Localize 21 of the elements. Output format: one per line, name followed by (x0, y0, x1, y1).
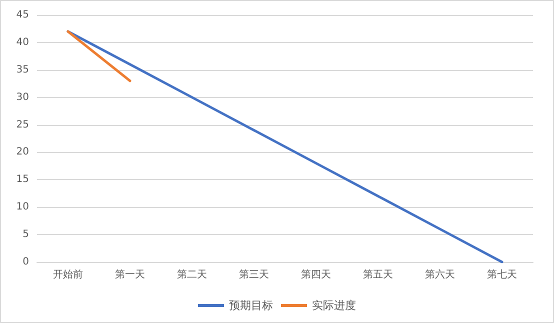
y-tick-label: 35 (16, 64, 29, 76)
x-tick-label: 第五天 (363, 268, 393, 280)
x-tick-label: 第七天 (487, 268, 517, 280)
y-tick-label: 20 (16, 146, 29, 158)
y-tick-label: 10 (16, 202, 29, 213)
x-tick-label: 第三天 (239, 268, 269, 280)
x-tick-label: 第二天 (177, 268, 207, 280)
y-tick-label: 15 (16, 174, 29, 186)
y-tick-label: 40 (16, 36, 29, 48)
x-tick-label: 第六天 (425, 268, 455, 280)
y-tick-label: 0 (22, 256, 29, 268)
y-tick-label: 45 (16, 10, 29, 20)
x-tick-label: 开始前 (53, 268, 83, 280)
y-tick-label: 30 (16, 92, 29, 103)
y-tick-label: 5 (22, 229, 29, 240)
legend-label: 实际进度 (312, 299, 356, 312)
legend-label: 预期目标 (229, 299, 273, 312)
x-tick-label: 第四天 (301, 268, 331, 280)
y-tick-label: 25 (16, 119, 29, 130)
x-tick-label: 第一天 (115, 268, 145, 280)
line-series (66, 30, 504, 264)
